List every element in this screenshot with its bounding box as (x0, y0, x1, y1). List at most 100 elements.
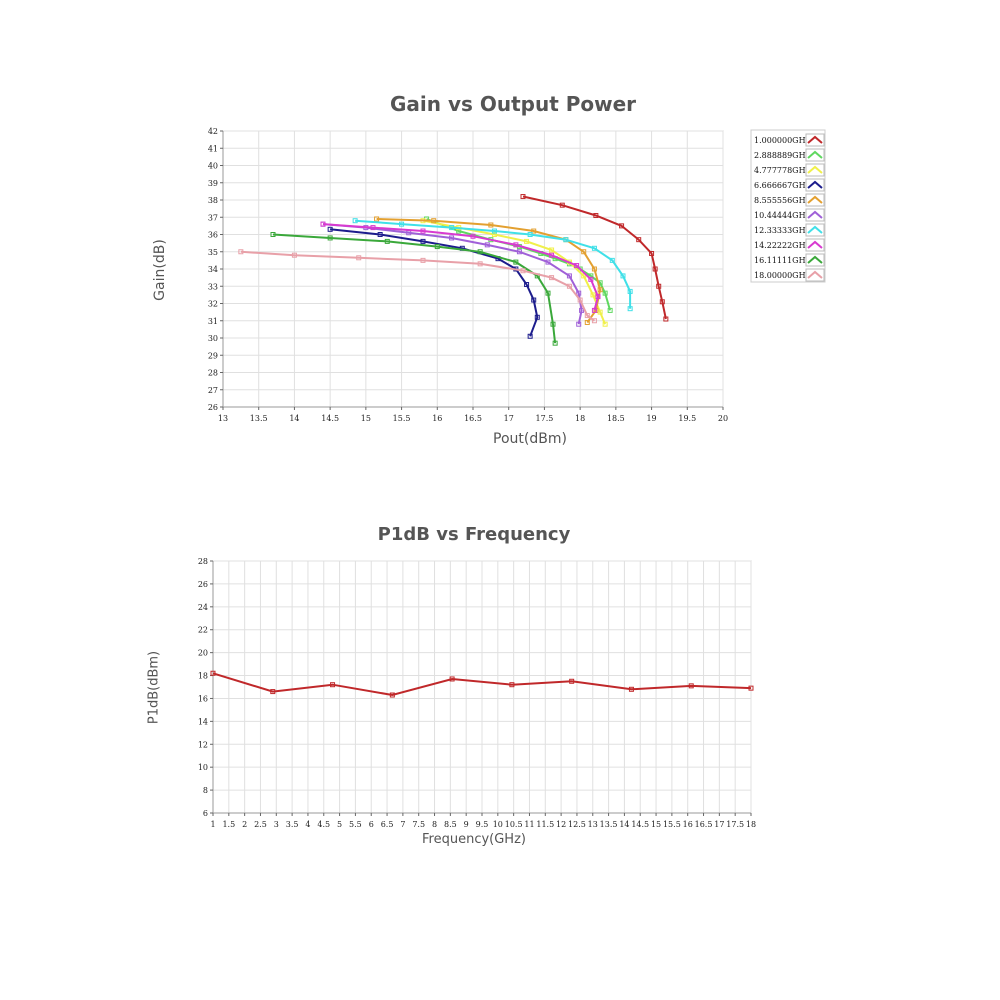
gain-series-5-point (484, 242, 490, 248)
p1db-xtick-label: 14 (619, 820, 629, 829)
p1db-xtick-label: 8 (432, 820, 437, 829)
gain-series-0-point (656, 283, 662, 289)
p1db-xtick-label: 7 (400, 820, 405, 829)
gain-xtick-label: 17 (504, 414, 514, 423)
gain-series-7-point (513, 242, 519, 248)
gain-series-1-point (588, 273, 594, 279)
p1db-xtick-label: 16.5 (695, 820, 713, 829)
p1db-series-0-point (330, 682, 336, 688)
gain-legend-swatch-4 (805, 193, 825, 207)
p1db-ytick-label: 8 (203, 786, 208, 795)
gain-legend-swatch-9 (805, 268, 825, 282)
gain-series-0-point (652, 266, 658, 272)
gain-legend-line-7 (807, 240, 823, 249)
gain-series-2-point (549, 247, 555, 253)
gain-series-7-point (588, 276, 594, 282)
gain-series-0-point (663, 316, 669, 322)
gain-ytick-label: 36 (208, 231, 218, 240)
gain-series-2-point (602, 321, 608, 327)
p1db-series-0-point (210, 670, 216, 676)
p1db-xtick-label: 17.5 (726, 820, 744, 829)
gain-series-5-point (545, 259, 551, 265)
gain-series-6-point (620, 273, 626, 279)
gain-legend-entry-2: 4.777778GHz (754, 166, 810, 175)
gain-legend-swatch-7 (805, 238, 825, 252)
gain-xtick-label: 16.5 (464, 414, 482, 423)
gain-ytick-label: 27 (208, 386, 218, 395)
gain-legend-line-9 (807, 270, 823, 279)
p1db-xtick-label: 12 (556, 820, 566, 829)
p1db-series-0-point (449, 676, 455, 682)
gain-series-5-point (576, 321, 582, 327)
gain-ytick-label: 31 (208, 317, 218, 326)
gain-legend-line-4 (807, 195, 823, 204)
gain-series-5-point (516, 249, 522, 255)
gain-series-2-point (581, 273, 587, 279)
gain-series-line-0 (522, 195, 667, 320)
p1db-ytick-label: 14 (198, 717, 208, 726)
gain-series-0-point (593, 213, 599, 219)
p1db-xtick-label: 6 (369, 820, 374, 829)
gain-series-7-point (470, 233, 476, 239)
gain-xtick-label: 13.5 (250, 414, 268, 423)
p1db-xtick-label: 2 (242, 820, 247, 829)
gain-plot: 26 27 28 29 30 31 32 33 34 35 36 37 38 39 40 41 42 13 13.5… (208, 127, 728, 423)
gain-series-8-point (477, 249, 483, 255)
p1db-series-line-0 (212, 672, 752, 697)
gain-series-1-point (577, 266, 583, 272)
gain-series-4-point (431, 218, 437, 224)
gain-series-7-point (591, 307, 597, 313)
gain-series-8-point (327, 235, 333, 241)
p1db-xtick-label: 1 (210, 820, 215, 829)
gain-series-7-point (370, 225, 376, 231)
gain-legend-line-8 (807, 255, 823, 264)
gain-series-8-point (513, 259, 519, 265)
gain-series-9-point (577, 297, 583, 303)
gain-series-2-point (590, 292, 596, 298)
p1db-xtick-label: 5 (337, 820, 342, 829)
gain-ytick-label: 42 (208, 127, 218, 136)
p1db-xtick-label: 4.5 (317, 820, 330, 829)
gain-legend-entry-8: 16.11111GHz (754, 256, 810, 265)
p1db-ytick-label: 6 (203, 809, 208, 818)
gain-legend-entry-4: 8.555556GHz (754, 196, 810, 205)
gain-series-3-point (327, 226, 333, 232)
gain-legend-entry-7: 14.22222GHz (754, 241, 810, 250)
p1db-series-0-point (509, 682, 515, 688)
gain-series-7-point (595, 294, 601, 300)
gain-series-4-point (591, 266, 597, 272)
p1db-xtick-label: 10 (493, 820, 503, 829)
gain-series-line-6 (355, 219, 632, 309)
gain-ytick-label: 40 (208, 162, 218, 171)
gain-ytick-label: 37 (208, 213, 218, 222)
p1db-chart-title: P1dB vs Frequency (377, 524, 571, 545)
gain-series-4-point (584, 319, 590, 325)
gain-series-0-point (636, 237, 642, 243)
gain-legend-swatch-5 (805, 208, 825, 222)
gain-legend-line-0 (807, 135, 823, 144)
gain-legend-line-2 (807, 165, 823, 174)
p1db-xtick-label: 12.5 (568, 820, 586, 829)
p1db-xtick-label: 3 (274, 820, 279, 829)
gain-series-line-8 (272, 233, 557, 344)
p1db-xtick-label: 11 (524, 820, 534, 829)
gain-series-1-point (607, 307, 613, 313)
gain-series-line-3 (329, 228, 539, 337)
p1db-xtick-label: 3.5 (286, 820, 299, 829)
gain-legend-line-5 (807, 210, 823, 219)
gain-series-4-point (531, 228, 537, 234)
gain-legend-swatch-8 (805, 253, 825, 267)
p1db-xtick-label: 1.5 (222, 820, 235, 829)
gain-legend-entry-6: 12.33333GHz (754, 226, 810, 235)
p1db-series-0-point (688, 683, 694, 689)
p1db-xtick-label: 8.5 (444, 820, 457, 829)
p1db-xtick-label: 16 (683, 820, 693, 829)
gain-series-6-point (527, 232, 533, 237)
gain-series-8-point (384, 238, 390, 244)
p1db-xtick-label: 15 (651, 820, 661, 829)
gain-series-6-point (399, 221, 405, 227)
gain-series-6-point (627, 306, 633, 312)
gain-xtick-label: 13 (218, 414, 228, 423)
gain-ytick-label: 33 (208, 282, 218, 291)
